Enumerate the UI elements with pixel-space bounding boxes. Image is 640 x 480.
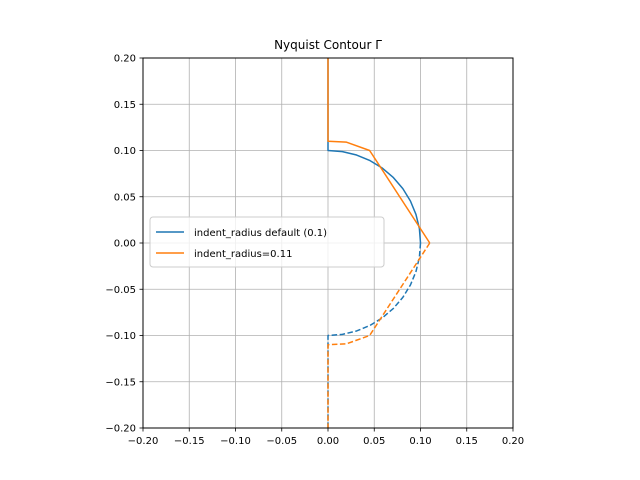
y-tick-label: −0.20 [105,424,136,435]
y-tick-label: 0.20 [114,54,136,65]
y-tick-label: 0.00 [114,239,136,250]
y-tick-label: 0.05 [114,192,136,203]
y-tick-label: −0.10 [105,331,136,342]
series-2-solid-line [327,58,431,244]
legend-box [149,216,385,268]
series-1-dashed-line [327,242,422,428]
x-tick-label: −0.20 [128,436,159,447]
x-tick-label: 0.05 [363,436,385,447]
legend-label: indent_radius default (0.1) [194,228,327,239]
x-tick-label: 0.15 [456,436,478,447]
x-tick-label: −0.15 [174,436,205,447]
legend: indent_radius default (0.1) indent_radius… [149,216,385,268]
y-tick-label: −0.05 [105,285,136,296]
x-tick-label: −0.05 [266,436,297,447]
chart-title: Nyquist Contour Γ [274,38,382,52]
x-tick-label: 0.00 [317,436,339,447]
series-layer [327,58,431,428]
legend-label: indent_radius=0.11 [194,249,292,260]
series-1-solid-line [327,58,422,244]
y-tick-label: 0.10 [114,146,136,157]
ticks: −0.20 −0.15 −0.10 −0.05 0.00 0.05 0.10 0.15 0.20… [105,54,524,448]
y-tick-label: −0.15 [105,377,136,388]
series-2-dashed-line [327,242,431,428]
x-tick-label: −0.10 [220,436,251,447]
x-tick-label: 0.10 [409,436,431,447]
x-tick-label: 0.20 [502,436,524,447]
y-tick-label: 0.15 [114,100,136,111]
